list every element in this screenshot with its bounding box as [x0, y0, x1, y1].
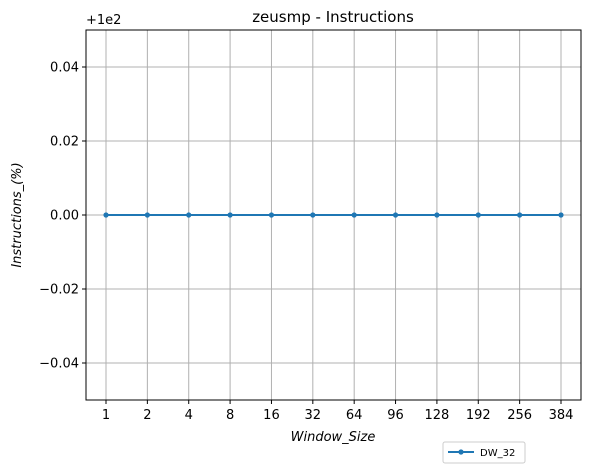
x-tick-label: 16 [263, 408, 280, 423]
x-tick-label: 384 [549, 408, 574, 423]
x-tick-label: 4 [185, 408, 193, 423]
x-tick-label: 32 [305, 408, 322, 423]
x-tick-label: 128 [424, 408, 449, 423]
series [103, 212, 564, 218]
data-point [434, 212, 440, 218]
x-tick-label: 8 [226, 408, 234, 423]
data-point [310, 212, 316, 218]
legend-box [442, 441, 526, 464]
data-point [103, 212, 109, 218]
ticks: 1 2 4 8 16 32 64 96 128 192 256 384 −0.04 −0.02 0.00 0.… [39, 61, 573, 424]
x-tick-label: 256 [507, 408, 532, 423]
y-tick-label: −0.04 [39, 357, 79, 372]
x-tick-label: 2 [143, 408, 151, 423]
data-point [144, 212, 150, 218]
legend-marker [458, 449, 464, 455]
chart-title: zeusmp - Instructions [252, 8, 414, 26]
y-tick-label: 0.02 [50, 135, 79, 150]
x-tick-label: 1 [102, 408, 110, 423]
legend-label: DW_32 [480, 448, 515, 459]
y-tick-label: −0.02 [39, 283, 79, 298]
y-offset-label: +1e2 [86, 13, 121, 28]
x-tick-label: 192 [466, 408, 491, 423]
data-point [517, 212, 523, 218]
x-tick-label: 64 [346, 408, 363, 423]
data-point [392, 212, 399, 218]
x-axis-label: Window_Size [291, 430, 376, 445]
data-point [227, 212, 233, 218]
data-point [475, 212, 481, 218]
y-tick-label: 0.00 [50, 209, 79, 224]
data-point [351, 212, 357, 218]
data-point [558, 212, 564, 218]
y-axis-label: Instructions_(%) [10, 162, 25, 267]
y-tick-label: 0.04 [50, 61, 79, 76]
legend: DW_32 [442, 441, 526, 464]
data-point [186, 212, 192, 218]
x-tick-label: 96 [387, 408, 404, 423]
data-point [268, 212, 275, 218]
